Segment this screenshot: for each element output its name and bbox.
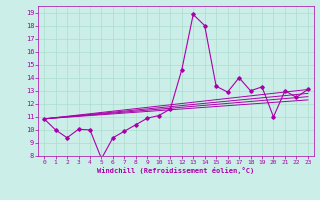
X-axis label: Windchill (Refroidissement éolien,°C): Windchill (Refroidissement éolien,°C) [97, 167, 255, 174]
